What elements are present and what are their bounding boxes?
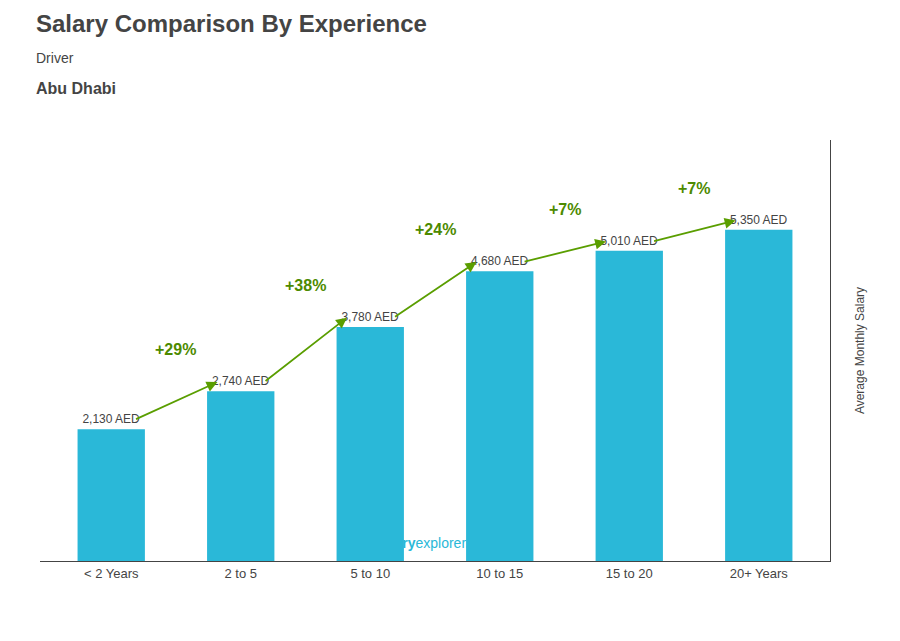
svg-text:Average Monthly Salary: Average Monthly Salary	[853, 287, 867, 414]
svg-text:4,680 AED: 4,680 AED	[471, 254, 529, 268]
svg-text:5,010 AED: 5,010 AED	[600, 234, 658, 248]
svg-text:Salary Comparison By Experienc: Salary Comparison By ExperienceDriverAbu…	[36, 10, 427, 97]
svg-text:5 to 10: 5 to 10	[350, 566, 390, 581]
svg-text:5,350 AED: 5,350 AED	[730, 213, 788, 227]
svg-text:15 to 20: 15 to 20	[606, 566, 653, 581]
svg-text:2,740 AED: 2,740 AED	[212, 374, 270, 388]
svg-text:< 2 Years: < 2 Years	[84, 566, 139, 581]
svg-text:+7%: +7%	[678, 180, 710, 197]
svg-text:10 to 15: 10 to 15	[476, 566, 523, 581]
svg-text:3,780 AED: 3,780 AED	[341, 310, 399, 324]
svg-text:+24%: +24%	[415, 221, 456, 238]
svg-text:2,130 AED: 2,130 AED	[82, 412, 140, 426]
svg-text:salaryexplorer.com: salaryexplorer.com	[375, 535, 496, 551]
svg-text:2 to 5: 2 to 5	[224, 566, 257, 581]
svg-text:+29%: +29%	[155, 341, 196, 358]
svg-text:+7%: +7%	[549, 201, 581, 218]
svg-text:20+ Years: 20+ Years	[730, 566, 789, 581]
svg-text:+38%: +38%	[285, 277, 326, 294]
